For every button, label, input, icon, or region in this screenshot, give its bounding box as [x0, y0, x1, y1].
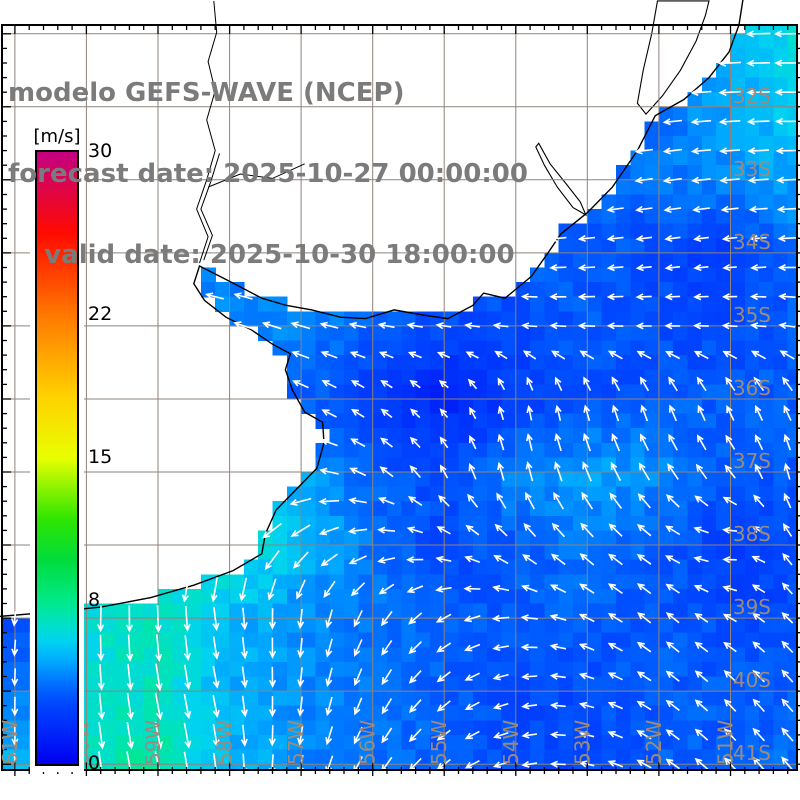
graticule: [2, 25, 797, 770]
lon-label: 55W: [427, 720, 451, 765]
lon-label: 57W: [284, 720, 308, 765]
lon-label: 51W: [714, 720, 738, 765]
coastline: [0, 0, 744, 618]
lon-label: 53W: [570, 720, 594, 765]
title-block: modelo GEFS-WAVE (NCEP) forecast date: 2…: [8, 26, 528, 323]
speed-cells-layer: [2, 25, 797, 770]
rivers: [196, 0, 305, 264]
lat-label: 33S: [733, 157, 771, 181]
lat-label: 38S: [733, 522, 771, 546]
lat-label: 37S: [733, 449, 771, 473]
lon-label: 52W: [642, 720, 666, 765]
colorbar-gradient: [35, 150, 79, 766]
lagoon-outlines: [535, 0, 710, 217]
lat-label: 36S: [733, 376, 771, 400]
axis-labels: 61W60W59W58W57W56W55W54W53W52W51W32S33S3…: [0, 84, 771, 765]
valid-date-line: valid date: 2025-10-30 18:00:00: [8, 240, 515, 270]
forecast-date-line: forecast date: 2025-10-27 00:00:00: [8, 159, 528, 189]
axis-ticks: [2, 25, 800, 776]
lat-label: 39S: [733, 595, 771, 619]
lat-label: 34S: [733, 230, 771, 254]
lat-label: 32S: [733, 84, 771, 108]
lon-label: 54W: [499, 720, 523, 765]
colorbar: [m/s]: [30, 124, 84, 772]
colorbar-unit-label: [m/s]: [33, 126, 81, 147]
model-title: modelo GEFS-WAVE (NCEP): [8, 78, 405, 108]
lon-label: 59W: [141, 720, 165, 765]
map-frame: [1, 24, 798, 771]
lon-label: 61W: [0, 720, 22, 765]
lon-label: 56W: [356, 720, 380, 765]
lat-label: 41S: [733, 741, 771, 765]
wind-arrows-layer: [11, 30, 797, 770]
lon-label: 58W: [213, 720, 237, 765]
lat-label: 40S: [733, 668, 771, 692]
lat-label: 35S: [733, 303, 771, 327]
